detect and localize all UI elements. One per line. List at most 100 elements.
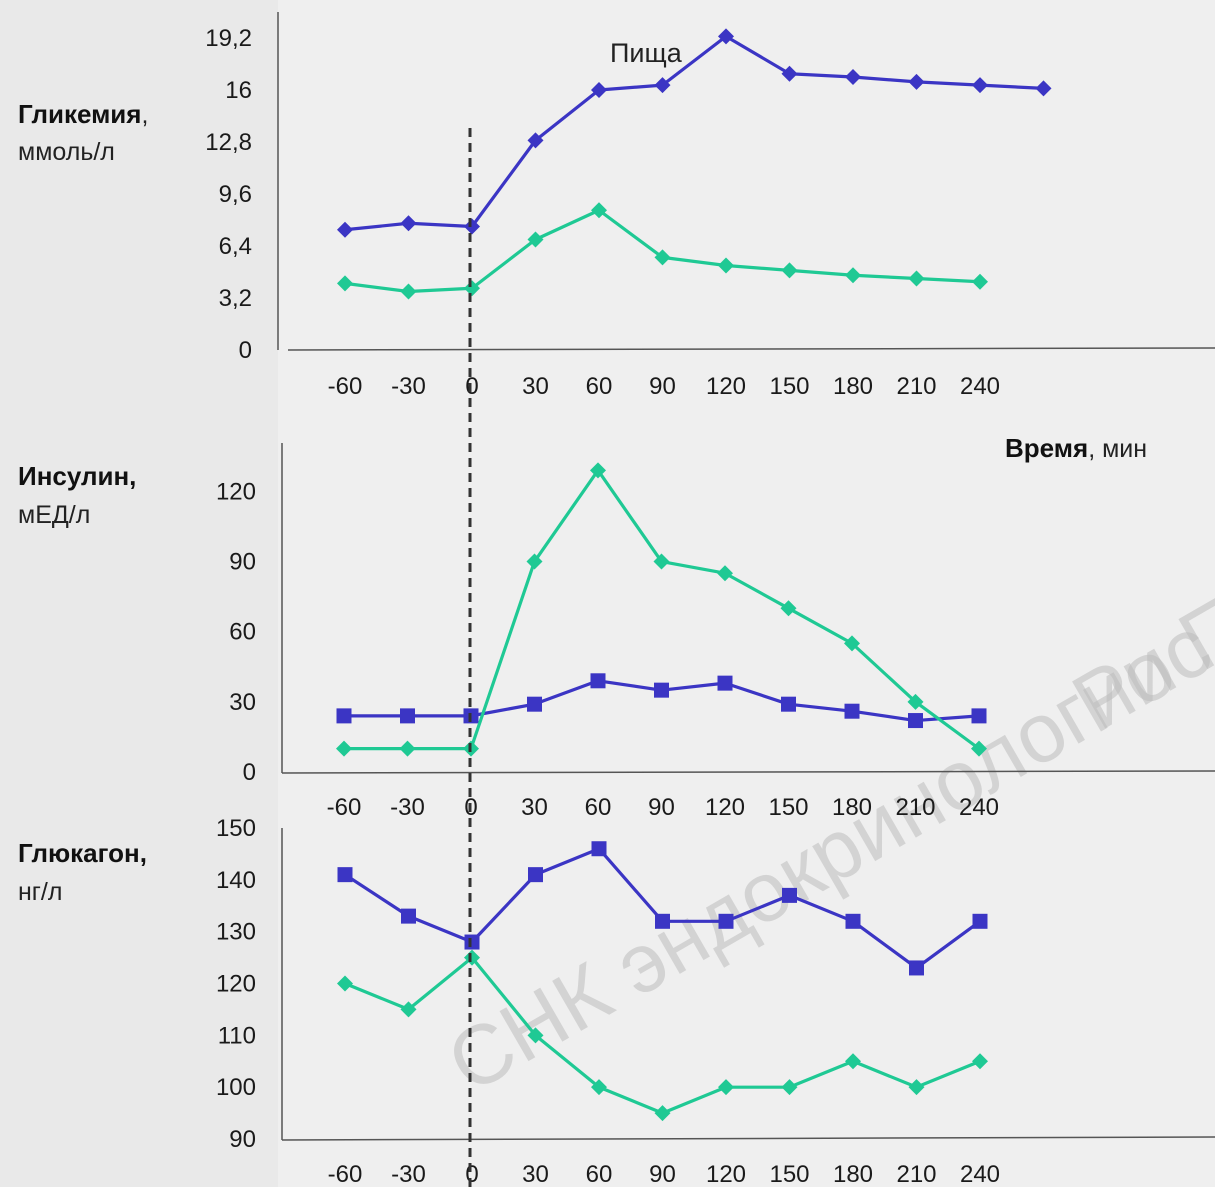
glucagon-series-1-point <box>972 913 988 929</box>
glycemia-series-1-point <box>464 218 480 235</box>
glucagon-y-tick-label: 150 <box>216 815 256 842</box>
glucagon-y-tick-label: 140 <box>216 867 256 894</box>
glycemia-x-tick-label: 90 <box>649 373 676 400</box>
insulin-y-ticks: 0 30 60 90 120 <box>216 478 256 786</box>
glycemia-series-2-point <box>591 202 607 219</box>
glucagon-x-tick-label: 240 <box>960 1161 1000 1187</box>
glucagon-series-1-point <box>782 887 797 903</box>
insulin-y-tick-label: 0 <box>243 759 256 786</box>
glycemia-y-ticks: 0 3,2 6,4 9,6 12,8 16 19,2 <box>205 25 252 364</box>
glucagon-y-tick-label: 110 <box>218 1022 256 1049</box>
glycemia-series-1-line <box>344 34 1044 232</box>
insulin-series-1-point <box>654 682 669 698</box>
glucagon-x-tick-label: 60 <box>586 1161 613 1187</box>
insulin-x-tick-label: 150 <box>768 794 808 821</box>
glycemia-x-tick-label: 60 <box>586 373 613 400</box>
insulin-x-tick-label: 210 <box>895 794 935 821</box>
glycemia-y-tick-label: 16 <box>225 77 252 104</box>
plot-background <box>278 0 1215 1187</box>
time-xlabel-unit: , мин <box>1088 435 1147 463</box>
glycemia-series-2-point <box>527 231 544 248</box>
glycemia-series-1-point <box>908 73 925 90</box>
glycemia-x-tick-label: 120 <box>706 373 746 400</box>
panel-insulin: Инсулин, мЕД/л Время, мин 0 30 60 90 120 -60… <box>18 433 1215 821</box>
glucagon-series-2-point <box>654 1105 671 1122</box>
insulin-series-1-point <box>400 708 415 724</box>
glycemia-y-tick-label: 19,2 <box>205 25 252 52</box>
glucagon-x-tick-label: 210 <box>896 1161 936 1187</box>
glycemia-x-tick-label: 150 <box>769 373 809 400</box>
time-xlabel: Время, мин <box>1005 433 1147 463</box>
insulin-y-tick-label: 30 <box>229 689 256 716</box>
glycemia-y-tick-label: 3,2 <box>219 285 252 312</box>
glucagon-y-ticks: 90 100 110 120 130 140 150 <box>216 815 256 1153</box>
glucagon-y-tick-label: 100 <box>216 1074 256 1101</box>
glucagon-series-2-point <box>845 1053 861 1070</box>
insulin-series-1-point <box>781 696 796 712</box>
insulin-y-tick-label: 60 <box>229 619 256 646</box>
glycemia-series-2-point <box>464 280 480 297</box>
glucagon-ylabel-name: Глюкагон, <box>18 838 147 868</box>
glucagon-series-1-point <box>845 913 861 929</box>
glycemia-x-tick-label: 180 <box>833 373 873 400</box>
insulin-series <box>336 462 987 757</box>
glycemia-series-2-point <box>400 283 417 300</box>
glucagon-series-1-point <box>401 908 416 924</box>
glucagon-series-1-point <box>655 913 670 929</box>
insulin-series-2-point <box>526 553 543 570</box>
insulin-x-axis <box>281 770 1215 774</box>
insulin-series-1-point <box>336 708 352 724</box>
glycemia-series-2-point <box>908 270 925 287</box>
glycemia-y-tick-label: 6,4 <box>219 233 252 260</box>
glucagon-x-ticks: -60 -30 0 30 60 90 120 150 180 210 240 <box>328 1161 1000 1187</box>
insulin-ylabel-name: Инсулин, <box>18 461 136 491</box>
glycemia-y-tick-label: 9,6 <box>219 181 252 208</box>
glucagon-series-2-point <box>908 1079 925 1096</box>
insulin-series-1-point <box>971 708 987 724</box>
glycemia-series-1-point <box>654 77 671 94</box>
glucagon-series-1-point <box>464 934 480 950</box>
glucagon-x-axis <box>281 1136 1215 1141</box>
glycemia-x-tick-label: 210 <box>896 373 936 400</box>
insulin-series-2-point <box>336 740 352 757</box>
glycemia-series-1-point <box>400 215 417 232</box>
glycemia-ylabel-name: Гликемия <box>18 99 141 129</box>
insulin-series-2-point <box>907 693 924 710</box>
insulin-series-2-point <box>844 635 860 652</box>
glycemia-series-2-point <box>337 275 353 292</box>
glycemia-x-tick-label: 240 <box>960 373 1000 400</box>
glycemia-series-1-point <box>1035 80 1052 97</box>
glucagon-series-1-point <box>591 841 607 857</box>
insulin-ylabel-unit: мЕД/л <box>18 501 90 529</box>
insulin-y-tick-label: 120 <box>216 478 256 505</box>
glucagon-x-tick-label: 150 <box>769 1161 809 1187</box>
glycemia-series-2-point <box>972 273 988 290</box>
glycemia-series-2-point <box>654 249 671 266</box>
insulin-series-2-point <box>717 565 733 582</box>
glucagon-x-tick-label: 90 <box>649 1161 676 1187</box>
insulin-x-tick-label: -60 <box>327 794 362 821</box>
glycemia-series-2-point <box>781 262 798 279</box>
insulin-x-tick-label: -30 <box>390 794 425 821</box>
glycemia-x-tick-label: 0 <box>465 373 478 400</box>
insulin-series-2-point <box>590 462 606 479</box>
glucagon-series-1-point <box>718 913 734 929</box>
glycemia-ylabel-unit: ммоль/л <box>18 138 115 166</box>
glycemia-series-2-point <box>845 267 861 284</box>
insulin-x-tick-label: 240 <box>959 794 999 821</box>
panel-glycemia: Гликемия, ммоль/л Пища 0 3,2 6,4 9,6 12,8 16 1… <box>18 12 1215 400</box>
glycemia-x-tick-label: -60 <box>328 373 363 400</box>
insulin-x-tick-label: 30 <box>521 794 548 821</box>
insulin-series-2-point <box>971 740 987 757</box>
food-annotation: Пища <box>610 38 683 68</box>
glucagon-series-2-point <box>972 1053 988 1070</box>
glycemia-y-tick-label: 12,8 <box>205 129 252 156</box>
insulin-series-1-point <box>844 703 860 719</box>
glucagon-series-1-point <box>909 960 924 976</box>
glycemia-series-1-point <box>527 132 544 149</box>
glycemia-y-tick-label: 0 <box>239 337 252 364</box>
glycemia-x-ticks: -60 -30 0 30 60 90 120 150 180 210 240 <box>328 373 1000 400</box>
